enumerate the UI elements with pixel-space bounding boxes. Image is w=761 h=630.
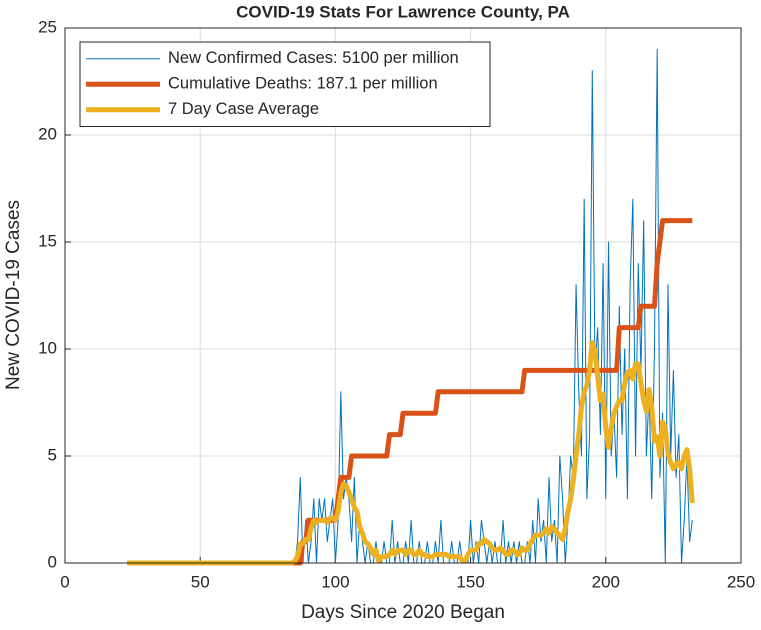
x-tick-label: 50 — [191, 572, 210, 591]
y-tick-label: 5 — [48, 445, 57, 464]
y-axis-label: New COVID-19 Cases — [3, 200, 24, 390]
legend-label: New Confirmed Cases: 5100 per million — [168, 49, 459, 67]
y-tick-label: 15 — [38, 231, 57, 250]
legend-label: Cumulative Deaths: 187.1 per million — [168, 75, 438, 93]
chart-title: COVID-19 Stats For Lawrence County, PA — [236, 2, 570, 21]
y-tick-label: 20 — [38, 124, 57, 143]
x-tick-label: 100 — [321, 572, 349, 591]
x-tick-label: 200 — [592, 572, 620, 591]
x-tick-label: 150 — [456, 572, 484, 591]
y-tick-label: 0 — [48, 552, 57, 571]
legend-label: 7 Day Case Average — [168, 100, 319, 118]
legend: New Confirmed Cases: 5100 per million Cum… — [79, 41, 491, 127]
x-tick-label: 0 — [60, 572, 69, 591]
y-tick-label: 25 — [38, 17, 57, 36]
x-axis-label: Days Since 2020 Began — [301, 602, 505, 623]
x-tick-label: 250 — [727, 572, 755, 591]
y-tick-label: 10 — [38, 338, 57, 357]
axes-box — [64, 27, 742, 564]
